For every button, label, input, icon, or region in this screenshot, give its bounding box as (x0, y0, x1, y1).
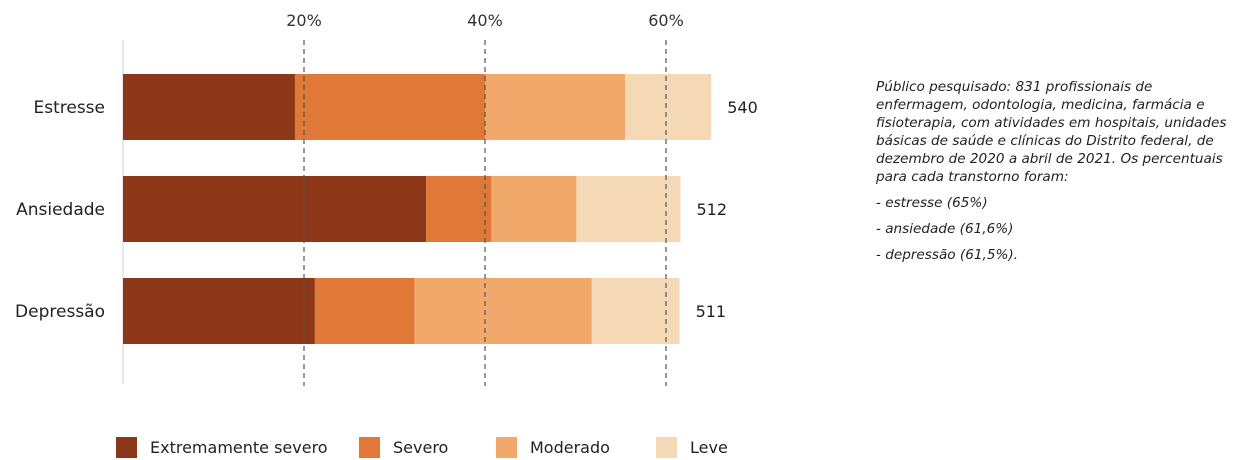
bar-ansiedade-leve (576, 176, 681, 242)
tick-label-60: 60% (648, 11, 684, 30)
legend-label-severo: Severo (393, 438, 448, 457)
category-labels-group: Estresse Ansiedade Depressão (15, 98, 105, 322)
legend-swatch-moderado (496, 437, 517, 458)
bar-estresse-moderado (485, 74, 626, 140)
note-item-ansiedade: - ansiedade (61,6%) (876, 221, 1014, 237)
legend-swatch-leve (656, 437, 677, 458)
tick-label-20: 20% (286, 11, 322, 30)
bar-depressao-severo (314, 278, 415, 344)
bar-depressao-moderado (414, 278, 592, 344)
total-label-estresse: 540 (727, 98, 758, 117)
bar-depressao-leve (591, 278, 680, 344)
legend-label-extremamente-severo: Extremamente severo (150, 438, 328, 457)
category-label-depressao: Depressão (15, 302, 105, 322)
legend-label-leve: Leve (690, 438, 728, 457)
bar-estresse-extremamente-severo (123, 74, 295, 140)
total-label-depressao: 511 (696, 302, 727, 321)
total-labels-group: 540 512 511 (696, 98, 758, 321)
bar-ansiedade-extremamente-severo (123, 176, 427, 242)
category-label-estresse: Estresse (33, 98, 105, 118)
category-label-ansiedade: Ansiedade (16, 200, 105, 220)
tick-labels-group: 20% 40% 60% (286, 11, 684, 30)
bar-ansiedade-moderado (491, 176, 577, 242)
bar-estresse-severo (294, 74, 485, 140)
note-paragraph: Público pesquisado: 831 profissionais de… (876, 79, 1227, 185)
tick-label-40: 40% (467, 11, 503, 30)
bar-depressao-extremamente-severo (123, 278, 315, 344)
note-list: - estresse (65%) - ansiedade (61,6%) - d… (876, 194, 1231, 264)
note-item-estresse: - estresse (65%) (876, 195, 988, 211)
legend: Extremamente severo Severo Moderado Leve (116, 437, 728, 458)
note-item-depressao: - depressão (61,5%). (876, 247, 1019, 263)
total-label-ansiedade: 512 (696, 200, 727, 219)
legend-label-moderado: Moderado (530, 438, 610, 457)
legend-swatch-extremamente-severo (116, 437, 137, 458)
sample-note: Público pesquisado: 831 profissionais de… (876, 78, 1231, 272)
gridlines-group (303, 40, 667, 386)
bar-ansiedade-severo (426, 176, 492, 242)
legend-swatch-severo (359, 437, 380, 458)
bars-group (123, 74, 712, 344)
bar-estresse-leve (625, 74, 712, 140)
